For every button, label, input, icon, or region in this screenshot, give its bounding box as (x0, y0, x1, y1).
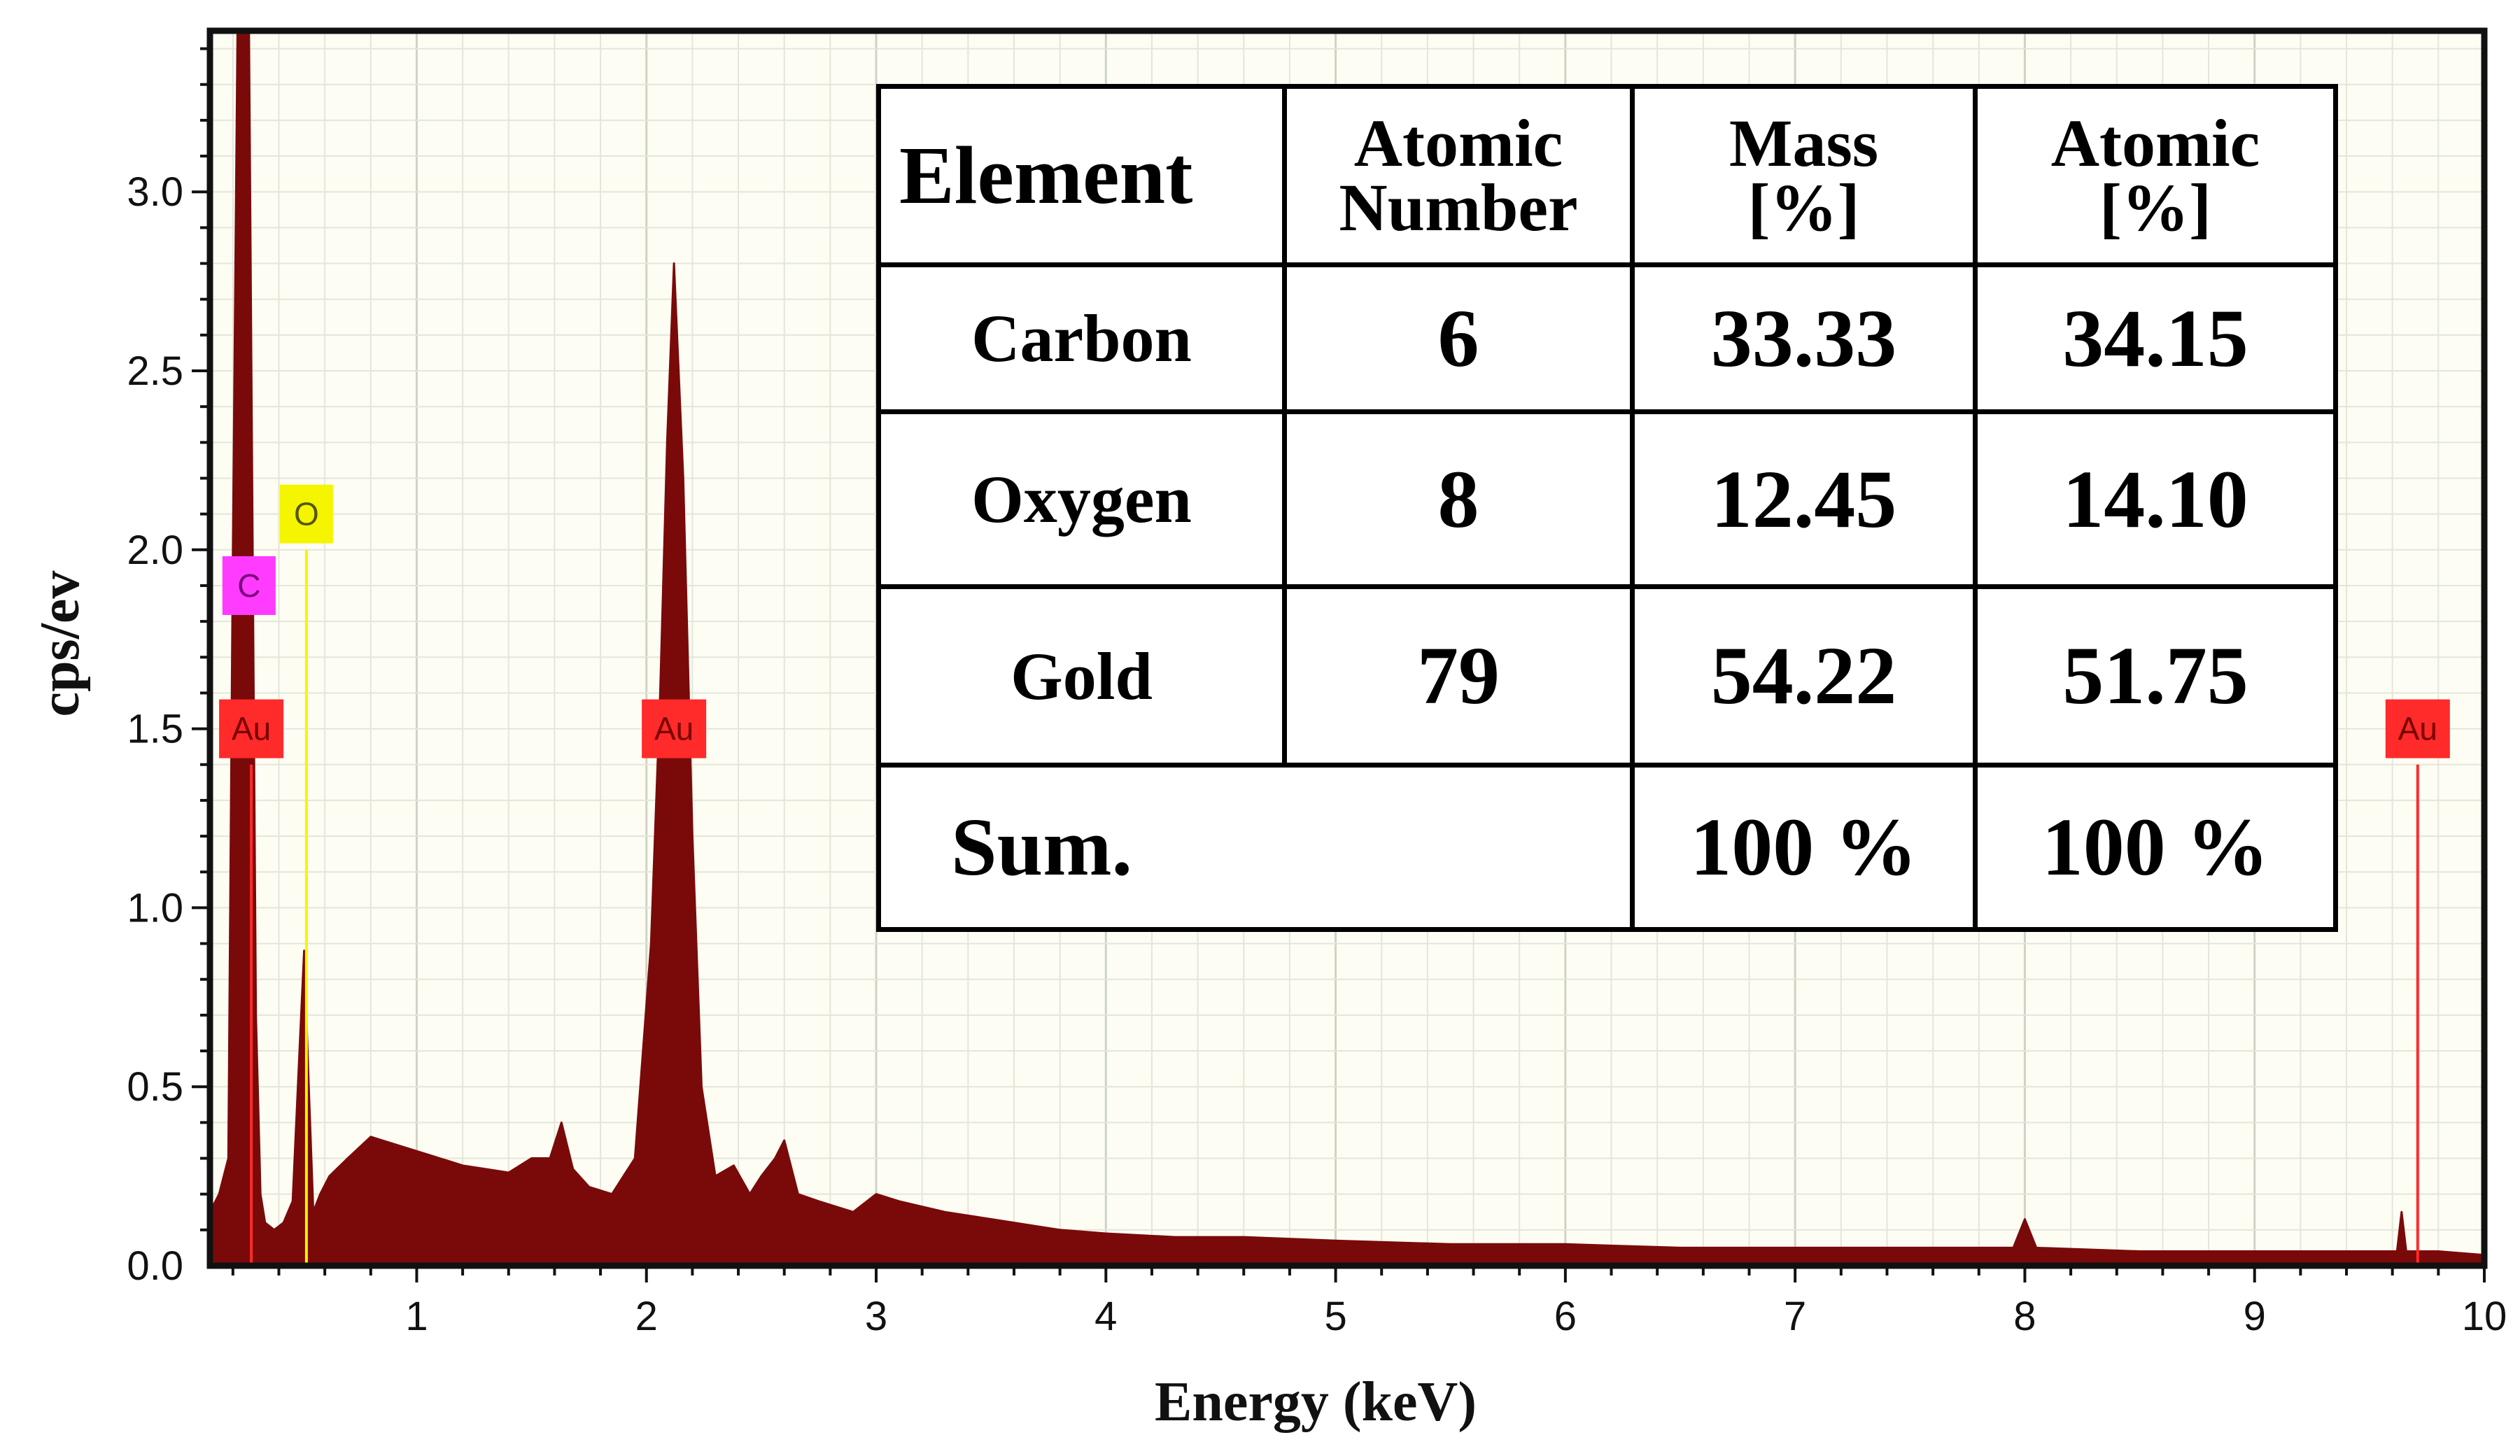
x-tick-label: 6 (1554, 1294, 1577, 1339)
y-tick-label: 1.0 (127, 885, 183, 931)
spectrum-series (209, 29, 2486, 1267)
header-atomic-number: Atomic Number (1282, 84, 1635, 267)
x-tick-labels: 1 2 3 4 5 6 7 8 9 10 (405, 1294, 2507, 1339)
cell-mass: 54.22 (1630, 584, 1978, 768)
y-tick-label: 0.5 (127, 1064, 183, 1110)
cell-atomic-number: 8 (1282, 409, 1635, 589)
table-row: Carbon 6 33.33 34.15 (876, 262, 2338, 414)
x-tick-label: 4 (1094, 1294, 1117, 1339)
y-tick-label: 1.5 (127, 707, 183, 752)
cell-atomic: 14.10 (1973, 409, 2338, 589)
y-tick-label: 2.5 (127, 348, 183, 394)
x-tick-label: 1 (405, 1294, 428, 1339)
x-tick-label: 10 (2462, 1294, 2507, 1339)
table-header-row: Element Atomic Number Mass [%] Atomic [%] (876, 84, 2338, 267)
marker-label: Au (232, 711, 271, 747)
header-element: Element (876, 84, 1287, 267)
header-atomic: Atomic [%] (1973, 84, 2338, 267)
x-tick-label: 3 (865, 1294, 887, 1339)
table-sum-row: Sum. 100 % 100 % (876, 763, 2338, 932)
axis-ticks (192, 47, 2486, 1282)
marker-label: C (237, 567, 260, 604)
composition-table: Element Atomic Number Mass [%] Atomic [%] C… (876, 84, 2338, 932)
y-axis-title: cps/ev (29, 571, 91, 717)
y-tick-label: 0.0 (127, 1243, 183, 1289)
x-axis-title: Energy (keV) (1155, 1371, 1477, 1433)
cell-atomic-number: 6 (1282, 262, 1635, 414)
cell-atomic: 34.15 (1973, 262, 2338, 414)
cell-element: Gold (876, 584, 1287, 768)
series-line (209, 29, 2486, 1267)
table-row: Gold 79 54.22 51.75 (876, 584, 2338, 768)
x-tick-label: 9 (2244, 1294, 2266, 1339)
x-tick-label: 5 (1324, 1294, 1346, 1339)
cell-sum-label: Sum. (876, 763, 1635, 932)
cell-mass: 33.33 (1630, 262, 1978, 414)
x-tick-label: 8 (2013, 1294, 2036, 1339)
cell-sum-mass: 100 % (1630, 763, 1978, 932)
cell-mass: 12.45 (1630, 409, 1978, 589)
plot-frame (206, 27, 2488, 1269)
marker-label: Au (654, 711, 694, 747)
y-tick-label: 3.0 (127, 169, 183, 215)
cell-element: Oxygen (876, 409, 1287, 589)
header-mass: Mass [%] (1630, 84, 1978, 267)
table-row: Oxygen 8 12.45 14.10 (876, 409, 2338, 589)
x-tick-label: 7 (1784, 1294, 1806, 1339)
marker-tag (642, 699, 707, 758)
marker-tag (222, 556, 276, 615)
marker-label: Au (2398, 711, 2437, 747)
element-markers: Au CO Au Au (219, 484, 2450, 1266)
x-tick-label: 2 (635, 1294, 658, 1339)
cell-element: Carbon (876, 262, 1287, 414)
y-tick-labels: 0.0 0.5 1.0 1.5 2.0 2.5 3.0 (127, 169, 183, 1289)
marker-tag (219, 699, 284, 758)
cell-sum-atomic: 100 % (1973, 763, 2338, 932)
cell-atomic-number: 79 (1282, 584, 1635, 768)
marker-tag (279, 484, 333, 544)
y-tick-label: 2.0 (127, 528, 183, 573)
marker-tag (2385, 699, 2450, 758)
cell-atomic: 51.75 (1973, 584, 2338, 768)
marker-label: O (294, 496, 319, 532)
